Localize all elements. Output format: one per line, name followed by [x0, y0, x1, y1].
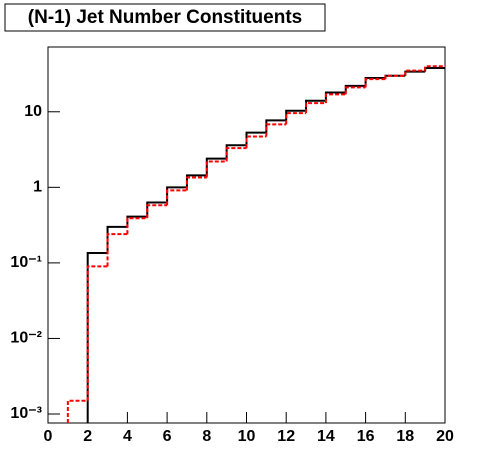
histogram-step	[364, 78, 386, 88]
histogram-step	[364, 76, 386, 86]
histogram-step	[305, 99, 326, 111]
x-tick-label: 14	[317, 428, 335, 445]
title-box	[4, 3, 326, 32]
histogram-step	[146, 204, 168, 219]
histogram-step	[265, 119, 287, 133]
histogram-step	[126, 217, 148, 235]
y-tick-label: 10⁻²	[10, 330, 42, 347]
x-tick-label: 10	[238, 428, 256, 445]
x-tick-label: 4	[123, 428, 132, 445]
y-tick-label: 10	[24, 103, 42, 120]
histogram-step	[245, 131, 267, 146]
x-tick-label: 2	[83, 428, 92, 445]
y-tick-label: 10⁻¹	[10, 254, 42, 271]
histogram-step	[225, 147, 247, 162]
histogram-step	[344, 84, 366, 93]
x-tick-label: 18	[396, 428, 414, 445]
histogram-step	[384, 74, 406, 80]
y-tick-label: 10⁻³	[10, 405, 42, 422]
histogram-step	[185, 176, 207, 191]
histogram-step	[66, 399, 88, 423]
histogram-step	[285, 112, 307, 125]
histogram-step	[86, 265, 108, 401]
chart-title: (N-1) Jet Number Constituents	[28, 7, 302, 28]
x-tick-label: 16	[357, 428, 375, 445]
histogram-step	[324, 93, 346, 104]
histogram-step	[205, 160, 227, 178]
x-tick-label: 20	[436, 428, 454, 445]
x-tick-label: 0	[44, 428, 53, 445]
histogram-step	[126, 215, 148, 227]
x-tick-label: 12	[277, 428, 295, 445]
histogram-step	[424, 65, 445, 71]
histogram-step	[106, 225, 128, 254]
histogram-step	[344, 86, 366, 95]
histogram-step	[404, 69, 426, 76]
histogram-step	[106, 233, 128, 267]
histogram-step	[146, 201, 168, 217]
histogram-step	[424, 66, 445, 72]
histogram-step	[86, 252, 108, 423]
histogram-step	[305, 102, 326, 114]
histogram-step	[166, 189, 187, 206]
x-tick-label: 6	[163, 428, 172, 445]
x-tick-label: 8	[202, 428, 211, 445]
histogram-step	[265, 123, 287, 137]
histogram-step	[245, 135, 267, 149]
y-tick-label: 1	[33, 179, 42, 196]
histogram-step	[404, 70, 426, 76]
histogram-step	[324, 91, 346, 101]
